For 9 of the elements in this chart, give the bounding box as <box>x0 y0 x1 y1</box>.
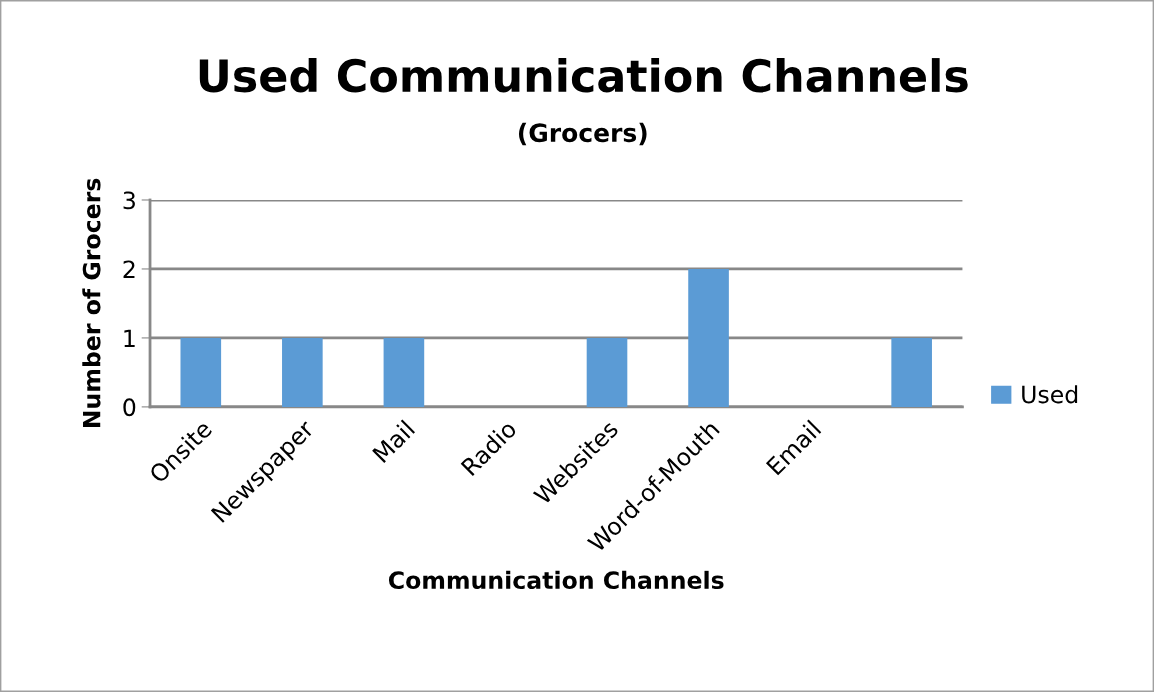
y-tick-label: 2 <box>123 260 135 278</box>
x-axis-title: Communication Channels <box>388 570 724 590</box>
y-axis-title: Number of Grocers <box>82 178 101 428</box>
y-tick-label: 1 <box>124 329 135 347</box>
y-tick-label: 0 <box>123 398 136 417</box>
chart-title: Used Communication Channels <box>199 58 968 93</box>
chart-subtitle: (Grocers) <box>518 122 647 146</box>
legend-label: Used <box>1022 385 1078 404</box>
y-tick-label: 3 <box>123 191 135 210</box>
